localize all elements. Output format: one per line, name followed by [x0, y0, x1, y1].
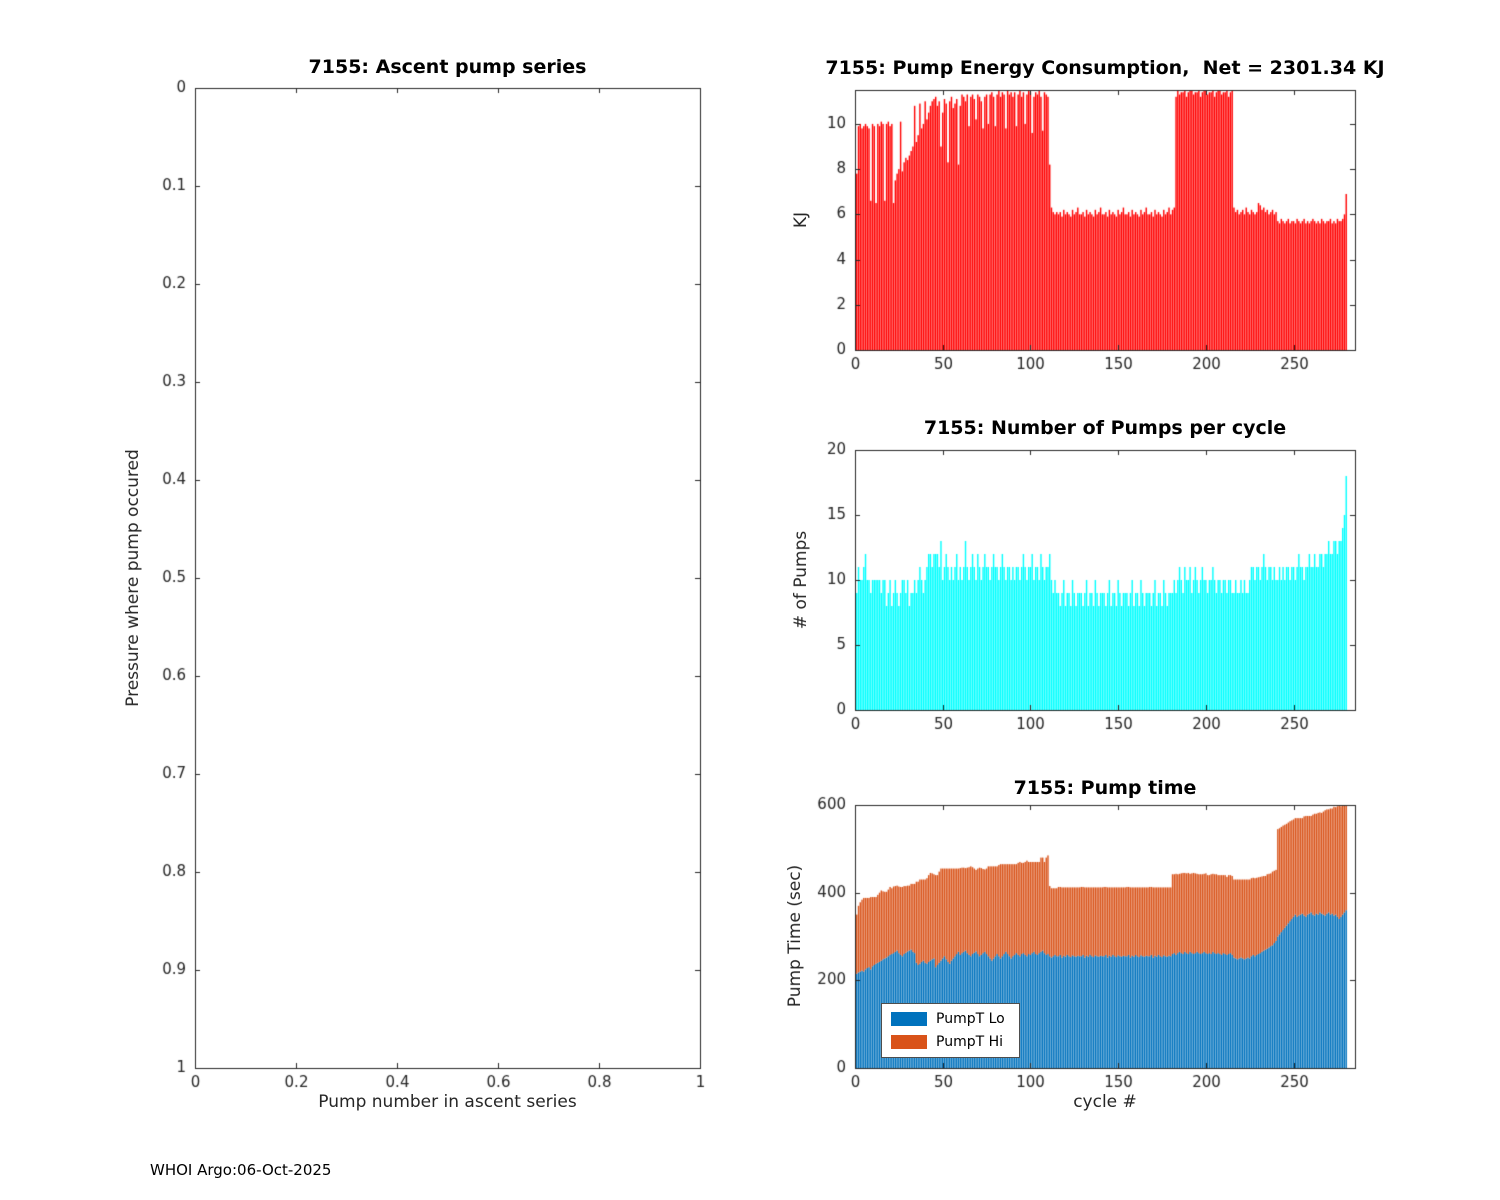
pumps-ylabel: # of Pumps: [791, 530, 811, 630]
legend-label-pump-hi: PumpT Hi: [936, 1034, 1004, 1050]
pumps-plot-canvas: [790, 410, 1370, 750]
pump-lo-swatch: [891, 1012, 927, 1026]
ascent-plot-canvas: [100, 50, 760, 1130]
ascent-xlabel: Pump number in ascent series: [318, 1092, 577, 1112]
legend-row-pump-hi: PumpT Hi: [891, 1034, 1005, 1050]
footer-watermark: WHOI Argo:06-Oct-2025: [150, 1161, 332, 1179]
pumptime-plot-canvas: [790, 765, 1370, 1130]
legend-label-pump-lo: PumpT Lo: [936, 1011, 1005, 1027]
legend-row-pump-lo: PumpT Lo: [891, 1011, 1005, 1027]
pumptime-legend: PumpT Lo PumpT Hi: [881, 1003, 1020, 1058]
ascent-ylabel: Pressure where pump occured: [123, 449, 143, 707]
energy-plot-canvas: [790, 50, 1370, 390]
energy-ylabel: KJ: [791, 211, 811, 229]
pumptime-ylabel: Pump Time (sec): [785, 864, 805, 1008]
pumptime-xlabel: cycle #: [1073, 1092, 1137, 1112]
pump-hi-swatch: [891, 1035, 927, 1049]
